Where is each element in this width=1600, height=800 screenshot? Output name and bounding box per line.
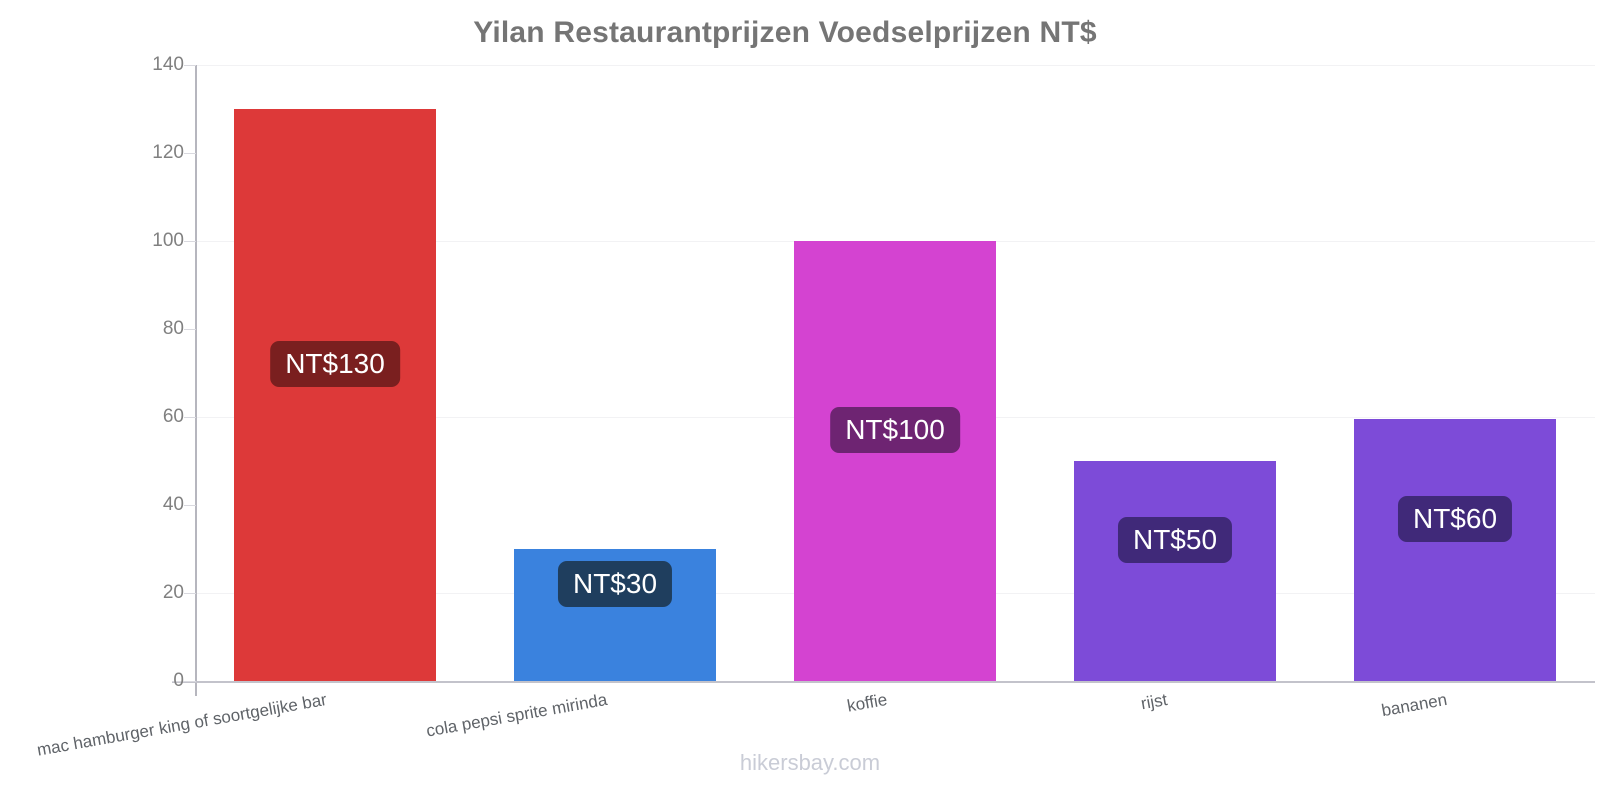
value-badge-3: NT$50 [1117, 517, 1233, 563]
y-tick-100 [184, 241, 196, 242]
value-badge-1: NT$30 [557, 561, 673, 607]
y-tick-120 [184, 153, 196, 154]
x-axis-baseline [172, 681, 1595, 683]
bar-2[interactable] [794, 241, 996, 681]
y-tick-40 [184, 505, 196, 506]
x-axis-label-3: rijst [1138, 690, 1169, 714]
bar-4[interactable] [1354, 419, 1556, 681]
y-axis-line [195, 65, 197, 696]
x-axis-label-1: cola pepsi sprite mirinda [424, 690, 609, 741]
value-badge-2: NT$100 [830, 407, 960, 453]
x-axis-label-4: bananen [1379, 690, 1449, 721]
y-tick-label-140: 140 [152, 54, 184, 75]
value-badge-4: NT$60 [1397, 496, 1513, 543]
y-tick-140 [184, 65, 196, 66]
y-tick-label-100: 100 [152, 230, 184, 251]
chart-title: Yilan Restaurantprijzen Voedselprijzen N… [473, 16, 1097, 49]
hikersbay-link[interactable]: hikersbay.com [739, 750, 881, 775]
y-tick-label-120: 120 [152, 142, 184, 163]
y-tick-label-60: 60 [162, 406, 184, 427]
y-tick-20 [184, 593, 196, 594]
bar-0[interactable] [234, 109, 436, 681]
value-badge-0: NT$130 [270, 341, 400, 387]
y-tick-label-40: 40 [162, 494, 184, 515]
gridline-140 [196, 65, 1595, 66]
y-tick-label-80: 80 [162, 318, 184, 339]
bar-3[interactable] [1074, 461, 1276, 681]
x-axis-label-2: koffie [845, 690, 889, 716]
y-tick-0 [172, 681, 196, 682]
y-tick-label-0: 0 [173, 670, 184, 691]
y-tick-80 [184, 329, 196, 330]
y-tick-60 [184, 417, 196, 418]
y-tick-label-20: 20 [162, 582, 184, 603]
